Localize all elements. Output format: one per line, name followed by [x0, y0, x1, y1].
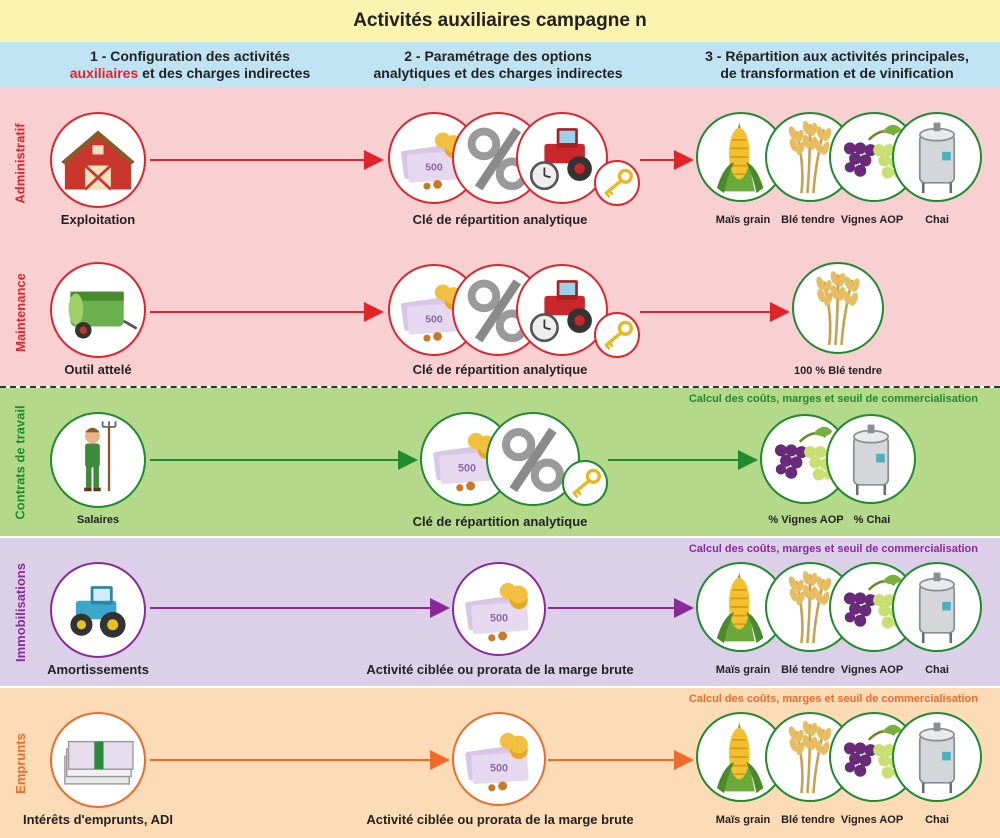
- target-tank: [892, 112, 982, 202]
- target-tank-3: [892, 712, 982, 802]
- arrow-admin-1: [150, 150, 384, 170]
- label-maint-target: 100 % Blé tendre: [793, 365, 883, 377]
- label-immo-target-4: Chai: [925, 664, 949, 676]
- label-target-3: Vignes AOP: [840, 214, 904, 226]
- tractor-clock-icon: [518, 266, 606, 354]
- label-target-1: Maïs grain: [715, 214, 771, 226]
- tractor-clock-icon: [518, 114, 606, 202]
- step-1-line2: auxiliaires et des charges indirectes: [40, 65, 340, 82]
- tank-icon: [828, 416, 914, 502]
- key-icon: [564, 462, 606, 504]
- money-icon: [454, 714, 544, 804]
- wheat-icon: [794, 264, 882, 352]
- label-immo-target-1: Maïs grain: [715, 664, 771, 676]
- steps-header: 1 - Configuration des activités auxiliai…: [0, 42, 1000, 88]
- calc-note-contrats: Calcul des coûts, marges et seuil de com…: [688, 393, 978, 405]
- step-1-line1: 1 - Configuration des activités: [90, 48, 290, 64]
- mid-money-5: [452, 712, 546, 806]
- label-contrats-target-1: % Vignes AOP: [768, 514, 844, 526]
- arrow-admin-2: [640, 150, 694, 170]
- source-outil: [50, 262, 146, 358]
- label-immo-mid: Activité ciblée ou prorata de la marge b…: [366, 662, 634, 677]
- step-3: 3 - Répartition aux activités principale…: [682, 48, 992, 82]
- label-emprunts-target-2: Blé tendre: [781, 814, 835, 826]
- label-target-4: Chai: [925, 214, 949, 226]
- label-target-2: Blé tendre: [781, 214, 835, 226]
- arrow-emprunts-1: [150, 750, 450, 770]
- step-2-line1: 2 - Paramétrage des options: [404, 48, 592, 64]
- tank-icon: [894, 714, 980, 800]
- banknotes-icon: [52, 714, 144, 806]
- money-icon: [454, 564, 544, 654]
- mid-key: [594, 160, 640, 206]
- page-title: Activités auxiliaires campagne n: [353, 10, 647, 31]
- section-divider: [0, 386, 1000, 388]
- arrow-contrats-2: [608, 450, 758, 470]
- row-label-administratif: Administratif: [12, 122, 28, 204]
- farmer-icon: [52, 414, 144, 506]
- label-emprunts-target-1: Maïs grain: [715, 814, 771, 826]
- label-amortissements: Amortissements: [47, 662, 149, 677]
- label-immo-target-2: Blé tendre: [781, 664, 835, 676]
- target-tank-2: [892, 562, 982, 652]
- mid-key-2: [594, 312, 640, 358]
- mid-tractor-clock-2: [516, 264, 608, 356]
- step-2-line2: analytiques et des charges indirectes: [373, 65, 623, 81]
- label-exploitation: Exploitation: [60, 212, 136, 227]
- source-exploitation: [50, 112, 146, 208]
- arrow-emprunts-2: [548, 750, 694, 770]
- key-icon: [596, 314, 638, 356]
- mid-tractor-clock: [516, 112, 608, 204]
- target-tank-pct: [826, 414, 916, 504]
- calc-note-emprunts: Calcul des coûts, marges et seuil de com…: [688, 693, 978, 705]
- source-amortissements: [50, 562, 146, 658]
- tank-icon: [894, 114, 980, 200]
- tank-icon: [894, 564, 980, 650]
- label-admin-mid: Clé de répartition analytique: [412, 212, 588, 227]
- label-emprunts-mid: Activité ciblée ou prorata de la marge b…: [366, 812, 634, 827]
- arrow-maint-2: [640, 302, 790, 322]
- source-salaires: [50, 412, 146, 508]
- step-1-rest: et des charges indirectes: [138, 65, 311, 81]
- calc-note-immobilisations: Calcul des coûts, marges et seuil de com…: [688, 543, 978, 555]
- label-immo-target-3: Vignes AOP: [840, 664, 904, 676]
- row-label-immobilisations: Immobilisations: [12, 562, 28, 662]
- label-outil: Outil attelé: [64, 362, 132, 377]
- label-emprunts-target-4: Chai: [925, 814, 949, 826]
- tractor-icon: [52, 564, 144, 656]
- target-wheat-100: [792, 262, 884, 354]
- arrow-contrats-1: [150, 450, 418, 470]
- source-interets: [50, 712, 146, 808]
- row-label-maintenance: Maintenance: [12, 272, 28, 352]
- label-interets: Intérêts d'emprunts, ADI: [23, 812, 173, 827]
- title-band: Activités auxiliaires campagne n: [0, 0, 1000, 42]
- arrow-immo-1: [150, 598, 450, 618]
- step-1: 1 - Configuration des activités auxiliai…: [40, 48, 340, 82]
- key-icon: [596, 162, 638, 204]
- step-3-line2: de transformation et de vinification: [720, 65, 954, 81]
- step-3-line1: 3 - Répartition aux activités principale…: [705, 48, 969, 64]
- baler-icon: [52, 264, 144, 356]
- barn-icon: [52, 114, 144, 206]
- label-emprunts-target-3: Vignes AOP: [840, 814, 904, 826]
- mid-key-3: [562, 460, 608, 506]
- step-1-highlight: auxiliaires: [69, 65, 139, 81]
- step-2: 2 - Paramétrage des options analytiques …: [348, 48, 648, 82]
- row-label-contrats: Contrats de travail: [12, 404, 28, 520]
- label-salaires: Salaires: [76, 514, 120, 526]
- mid-money-4: [452, 562, 546, 656]
- label-maint-mid: Clé de répartition analytique: [412, 362, 588, 377]
- label-contrats-mid: Clé de répartition analytique: [412, 514, 588, 529]
- label-contrats-target-2: % Chai: [853, 514, 891, 526]
- arrow-maint-1: [150, 302, 384, 322]
- arrow-immo-2: [548, 598, 694, 618]
